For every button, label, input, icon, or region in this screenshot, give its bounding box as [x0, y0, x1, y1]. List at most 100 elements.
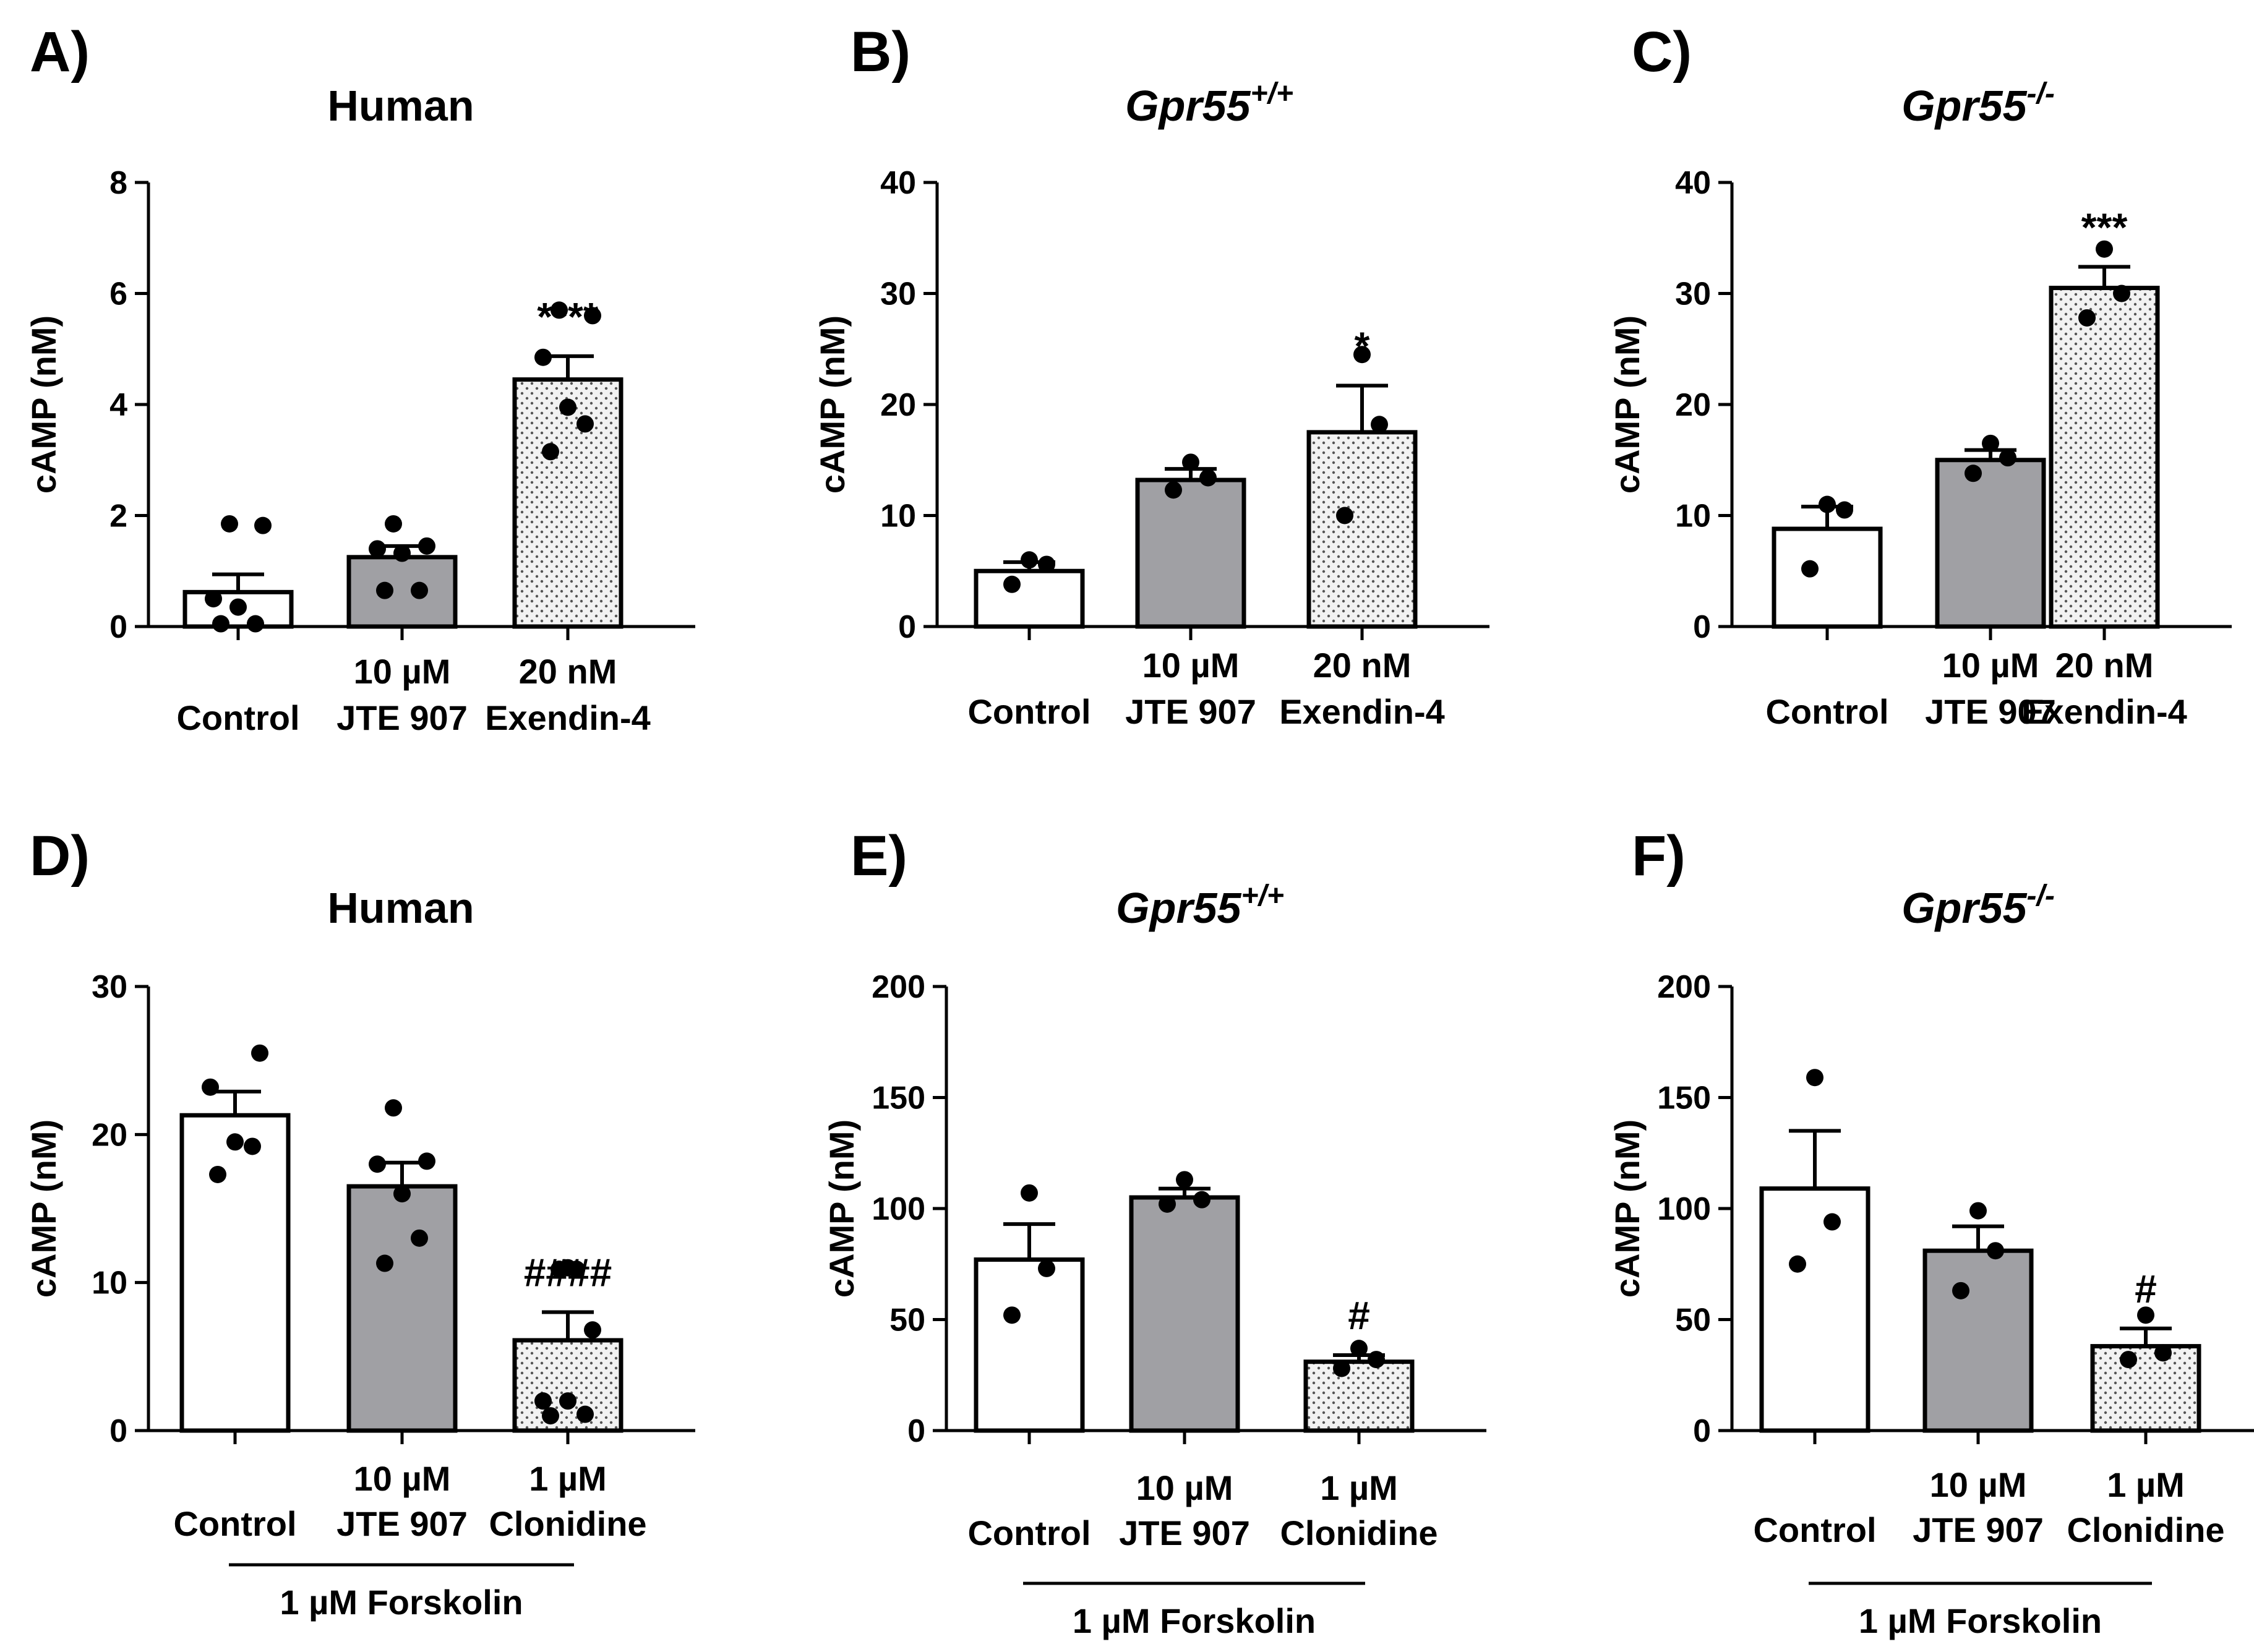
data-point	[1952, 1282, 1969, 1299]
data-point	[1003, 575, 1021, 593]
y-tick-label: 30	[880, 276, 916, 312]
y-tick-label: 0	[109, 1413, 127, 1449]
data-point	[254, 516, 272, 534]
data-point	[1182, 453, 1199, 471]
data-point	[551, 301, 568, 319]
data-point	[584, 307, 601, 325]
bar	[1935, 458, 2046, 629]
panel-title-main: Gpr55	[1901, 884, 2027, 932]
significance-label: ***	[2081, 205, 2128, 249]
category-label: JTE 907	[1913, 1510, 2044, 1549]
category-label: 10 µM	[354, 652, 451, 691]
y-axis-label: cAMP (nM)	[813, 315, 852, 494]
y-tick-label: 100	[872, 1191, 925, 1227]
y-tick-label: 0	[907, 1413, 925, 1449]
data-point	[226, 1133, 244, 1151]
data-point	[559, 398, 576, 416]
bar	[2049, 286, 2160, 629]
y-tick-label: 6	[109, 276, 127, 312]
category-label: 10 µM	[1942, 646, 2039, 685]
y-tick-label: 10	[880, 499, 916, 534]
significance-label: ####	[524, 1251, 612, 1295]
category-label: 1 µM	[529, 1459, 607, 1498]
data-point	[1368, 1351, 1385, 1369]
y-tick-label: 30	[92, 969, 127, 1005]
category-label: 1 µM	[1320, 1468, 1398, 1507]
y-tick-label: 20	[880, 387, 916, 423]
bar	[512, 1338, 623, 1433]
data-point	[1021, 551, 1038, 569]
category-label: Clonidine	[489, 1504, 646, 1543]
bar	[346, 1184, 458, 1433]
panel-title-superscript: +/+	[1241, 879, 1283, 912]
bar	[179, 1113, 291, 1433]
data-point	[1353, 346, 1371, 364]
data-point	[1965, 464, 1982, 482]
data-point	[1350, 1340, 1368, 1358]
significance-label: #	[1348, 1293, 1370, 1338]
y-tick-label: 100	[1657, 1191, 1711, 1227]
y-axis-label: cAMP (nM)	[1608, 315, 1647, 494]
data-point	[1999, 449, 2016, 467]
treatment-bracket-label: 1 µM Forskolin	[1073, 1601, 1316, 1640]
bar	[974, 1257, 1085, 1433]
data-point	[1038, 555, 1055, 573]
y-tick-label: 50	[1675, 1303, 1711, 1338]
category-label: 20 nM	[1313, 646, 1412, 685]
panel-title: Gpr55-/-	[1901, 879, 2055, 932]
y-tick-label: 0	[898, 609, 916, 645]
category-label: 20 nM	[2055, 646, 2154, 685]
data-point	[205, 590, 222, 608]
data-point	[2078, 309, 2096, 327]
panel-label: D)	[30, 824, 90, 888]
data-point	[251, 1044, 268, 1062]
significance-label: #	[2135, 1267, 2157, 1311]
y-axis-label: cAMP (nM)	[822, 1119, 861, 1298]
y-tick-label: 20	[92, 1117, 127, 1153]
y-tick-label: 8	[109, 165, 127, 201]
category-label: Control	[967, 692, 1091, 731]
category-label: 10 µM	[1136, 1468, 1233, 1507]
data-point	[1038, 1259, 1055, 1277]
data-point	[393, 1185, 411, 1203]
y-axis-label: cAMP (nM)	[24, 315, 63, 494]
bar	[1135, 477, 1246, 629]
data-point	[584, 1321, 601, 1339]
bar	[974, 568, 1085, 629]
data-point	[2154, 1344, 2172, 1362]
data-point	[1806, 1069, 1823, 1087]
panel-title: Human	[327, 82, 474, 130]
panel-label: A)	[30, 20, 90, 83]
data-point	[2137, 1306, 2154, 1324]
bar	[512, 377, 623, 629]
treatment-bracket-label: 1 µM Forskolin	[280, 1583, 523, 1622]
y-tick-label: 40	[1675, 165, 1711, 201]
y-tick-label: 10	[92, 1265, 127, 1301]
data-point	[1982, 434, 1999, 452]
data-point	[2113, 285, 2130, 302]
panel-label: B)	[851, 20, 911, 83]
data-point	[1021, 1184, 1038, 1202]
data-point	[1003, 1306, 1021, 1324]
panel-title-superscript: +/+	[1250, 77, 1293, 110]
category-label: Control	[173, 1504, 296, 1543]
panel-title: Gpr55-/-	[1901, 77, 2055, 130]
data-point	[411, 1229, 428, 1247]
bar	[1772, 526, 1883, 629]
data-point	[1333, 1359, 1350, 1377]
data-point	[202, 1078, 219, 1096]
y-tick-label: 0	[1693, 1413, 1711, 1449]
category-label: 10 µM	[354, 1459, 451, 1498]
data-point	[376, 581, 393, 599]
data-point	[1165, 481, 1182, 499]
category-label: Clonidine	[2067, 1510, 2224, 1549]
data-point	[534, 1392, 552, 1410]
category-label: Exendin-4	[1279, 692, 1445, 731]
y-tick-label: 0	[1693, 609, 1711, 645]
data-point	[369, 540, 386, 558]
data-point	[1836, 501, 1853, 519]
category-label: 10 µM	[1930, 1465, 2027, 1504]
data-point	[1193, 1191, 1211, 1209]
data-point	[212, 615, 229, 633]
